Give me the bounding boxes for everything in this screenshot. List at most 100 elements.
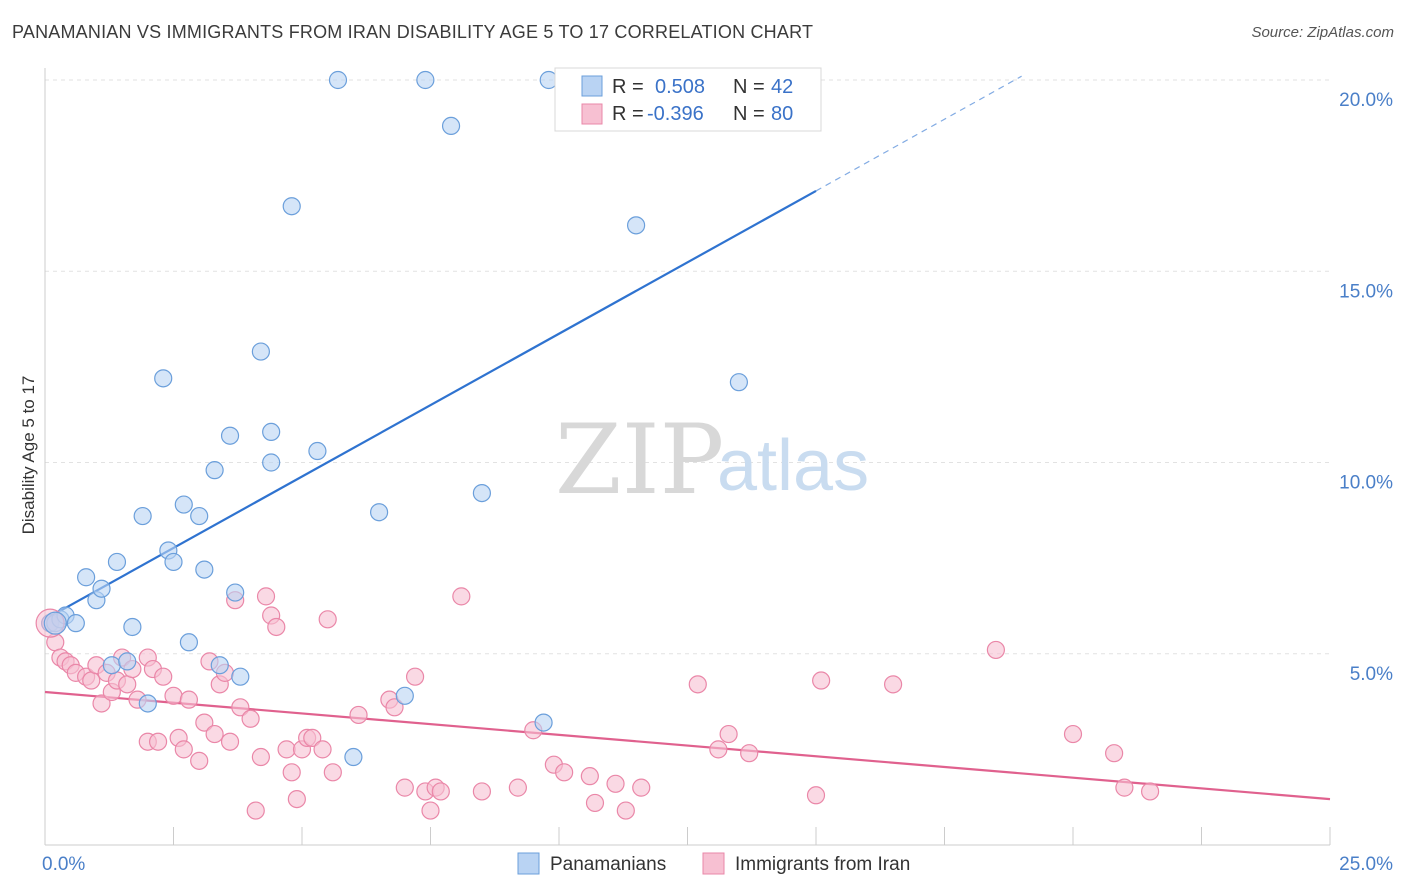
point-iran	[385, 698, 404, 717]
point-iran	[472, 782, 491, 801]
stats-legend-n-label-blue: N =	[733, 76, 765, 98]
point-panamanians	[328, 70, 348, 90]
point-iran	[256, 587, 276, 606]
point-iran	[508, 778, 527, 797]
point-iran	[303, 728, 322, 748]
point-iran	[812, 671, 831, 690]
point-panamanians	[164, 552, 183, 572]
point-iran	[282, 763, 301, 782]
point-iran	[405, 667, 425, 686]
point-iran	[323, 763, 342, 782]
axes	[44, 68, 1331, 846]
point-iran	[251, 747, 270, 767]
stats-legend-r-label-blue: R =	[612, 76, 644, 98]
watermark: ZIP atlas	[555, 404, 869, 516]
point-iran	[555, 763, 574, 782]
point-panamanians	[251, 342, 270, 361]
point-panamanians	[174, 495, 193, 514]
point-iran	[154, 667, 173, 686]
y-axis-title: Disability Age 5 to 17	[19, 376, 38, 535]
point-iran	[205, 724, 224, 744]
watermark-atlas: atlas	[717, 426, 869, 506]
point-iran	[452, 587, 471, 606]
stats-legend: R = 0.508 N = 42 R = -0.396 N = 80	[554, 67, 822, 132]
point-panamanians-cluster	[43, 611, 67, 635]
point-iran	[1063, 724, 1083, 744]
point-panamanians	[395, 686, 414, 705]
point-panamanians	[472, 484, 491, 503]
point-iran	[1140, 782, 1160, 801]
point-iran	[287, 789, 306, 809]
stats-legend-n-pink: 80	[771, 103, 793, 125]
point-iran	[431, 782, 450, 801]
y-tick-label: 20.0%	[1339, 90, 1393, 111]
legend-swatch-iran	[702, 852, 725, 875]
point-panamanians	[370, 503, 389, 522]
point-iran	[688, 675, 707, 694]
point-iran	[616, 801, 635, 820]
point-iran	[1105, 744, 1124, 763]
point-panamanians	[282, 197, 301, 216]
point-iran	[267, 617, 286, 637]
stats-legend-r-label-pink: R =	[612, 103, 644, 125]
stats-legend-swatch-pink	[581, 103, 603, 125]
point-panamanians	[77, 568, 96, 587]
grid	[45, 79, 1330, 655]
trendline-iran	[44, 690, 1331, 801]
point-panamanians	[441, 116, 461, 136]
point-iran	[349, 705, 368, 725]
point-iran	[179, 690, 199, 709]
legend-label-iran: Immigrants from Iran	[735, 854, 910, 875]
point-iran	[190, 751, 209, 770]
point-panamanians	[205, 461, 224, 480]
chart-title: PANAMANIAN VS IMMIGRANTS FROM IRAN DISAB…	[12, 22, 814, 42]
y-tick-label: 5.0%	[1350, 664, 1393, 685]
point-panamanians	[133, 506, 152, 526]
point-panamanians	[66, 614, 85, 633]
point-panamanians	[262, 453, 281, 472]
point-iran	[709, 740, 728, 759]
point-panamanians	[626, 216, 646, 235]
point-iran	[164, 686, 183, 705]
tick-labels: 5.0% 10.0% 15.0% 20.0% 0.0% 25.0%	[42, 90, 1393, 875]
point-iran	[246, 801, 265, 820]
point-iran	[174, 740, 193, 759]
point-iran	[606, 774, 625, 793]
point-panamanians	[210, 656, 229, 675]
point-iran	[421, 801, 440, 820]
point-panamanians	[118, 652, 137, 671]
point-iran	[1115, 778, 1134, 797]
point-iran	[82, 671, 101, 690]
point-panamanians	[138, 694, 157, 713]
stats-legend-n-label-pink: N =	[733, 103, 765, 125]
point-iran	[195, 713, 214, 732]
stats-legend-swatch-blue	[581, 75, 603, 97]
point-panamanians	[729, 373, 749, 392]
point-iran	[313, 740, 332, 759]
point-panamanians	[154, 369, 173, 388]
point-panamanians	[416, 70, 435, 90]
point-panamanians	[123, 617, 142, 637]
point-iran	[220, 732, 240, 751]
point-iran	[883, 675, 903, 694]
point-panamanians	[231, 667, 250, 686]
point-panamanians	[195, 560, 214, 579]
point-iran	[585, 793, 605, 813]
legend-swatch-panamanians	[517, 852, 540, 875]
point-iran	[277, 740, 296, 759]
point-iran	[118, 675, 137, 694]
legend-label-panamanians: Panamanians	[550, 854, 666, 875]
point-panamanians	[534, 713, 553, 732]
point-iran	[241, 709, 260, 728]
point-panamanians	[107, 552, 127, 572]
x-tick-label: 0.0%	[42, 854, 85, 875]
point-panamanians	[262, 422, 281, 441]
y-tick-label: 10.0%	[1339, 473, 1393, 494]
watermark-zip: ZIP	[555, 404, 724, 516]
point-panamanians	[102, 656, 121, 675]
stats-legend-n-blue: 42	[771, 76, 793, 98]
point-iran	[632, 778, 651, 797]
point-panamanians	[226, 583, 245, 602]
point-iran	[395, 778, 414, 797]
